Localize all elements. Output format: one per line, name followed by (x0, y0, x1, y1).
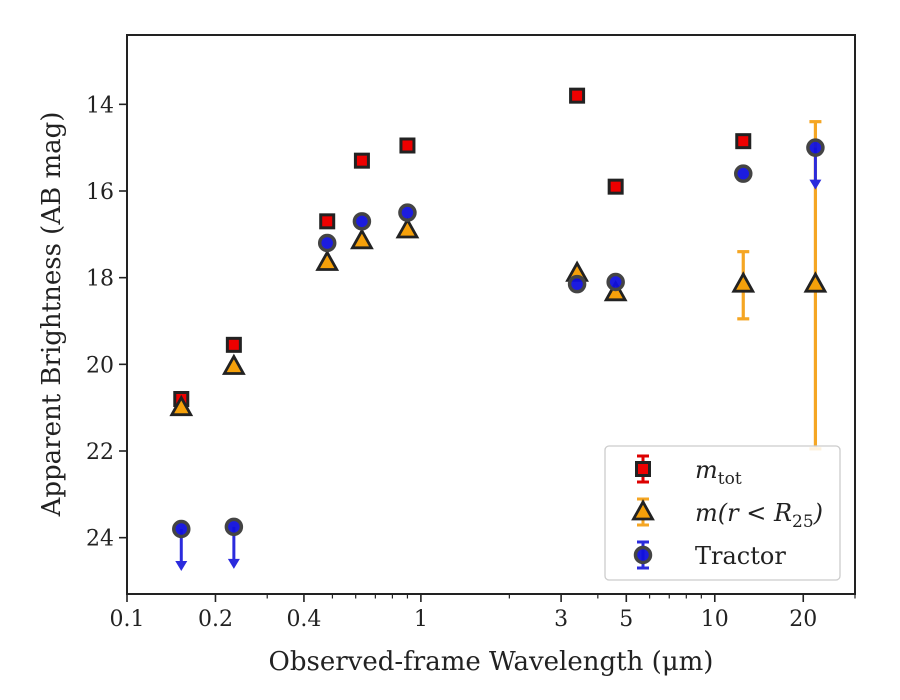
axes: 0.1 0.2 0.4 1 3 5 10 20 14 16 18 20 22 24 (86, 34, 856, 632)
square-marker (607, 178, 624, 195)
legend-label-subscript: tot (718, 469, 742, 489)
x-tick-label: 3 (554, 607, 568, 632)
y-tick-label: 18 (86, 267, 114, 292)
legend-label-base: Tractor (695, 542, 786, 570)
legend-label: Tractor (695, 542, 786, 570)
legend-label-tail: ) (813, 499, 823, 527)
y-tick-label: 20 (86, 353, 114, 378)
circle-marker (606, 272, 625, 292)
circle-marker (567, 274, 587, 294)
y-tick-label: 14 (86, 93, 114, 118)
circle-marker (224, 517, 244, 537)
upper-limit-arrowhead (175, 561, 188, 571)
triangle-marker (350, 227, 374, 250)
x-tick-label: 0.4 (286, 607, 321, 632)
circle-marker (398, 203, 417, 222)
triangle-marker (221, 353, 246, 375)
y-axis-label: Apparent Brightness (AB mag) (37, 112, 67, 518)
legend-label-base: m (695, 456, 718, 484)
legend: mtot m(r < R25) Tractor (604, 445, 841, 581)
triangle-marker (395, 217, 420, 239)
triangle-marker (603, 279, 628, 302)
triangle-marker (169, 394, 194, 417)
upper-limit-arrowhead (809, 179, 822, 190)
y-tick-label: 22 (86, 440, 114, 465)
legend-label-subscript: 25 (792, 512, 814, 532)
data-marks (169, 87, 828, 571)
triangle-marker (803, 271, 828, 293)
legend-label-base: m(r < R (695, 499, 792, 527)
x-tick-label: 10 (701, 607, 729, 632)
square-marker (225, 336, 242, 353)
legend-circle-marker (633, 545, 653, 565)
circle-marker (352, 212, 372, 231)
legend-square-marker (635, 461, 651, 477)
circle-marker (317, 233, 337, 253)
triangle-marker (731, 271, 756, 293)
x-tick-label: 0.1 (110, 607, 145, 632)
circle-marker (172, 519, 191, 539)
x-tick-label: 5 (619, 607, 633, 632)
x-tick-label: 0.2 (198, 607, 233, 632)
square-marker (399, 137, 416, 154)
square-marker (735, 133, 752, 150)
legend-label: mtot (695, 456, 742, 489)
y-tick-label: 24 (86, 527, 114, 552)
x-tick-label: 1 (414, 607, 428, 632)
x-tick-label: 20 (789, 607, 817, 632)
y-tick-label: 16 (86, 180, 114, 205)
upper-limit-arrowhead (227, 558, 240, 569)
legend-label: m(r < R25) (695, 499, 823, 532)
x-axis-label: Observed-frame Wavelength (μm) (269, 647, 714, 677)
circle-marker (806, 138, 825, 157)
plot-frame (126, 34, 856, 595)
circle-marker (734, 164, 753, 183)
legend-box (604, 445, 841, 581)
square-marker (569, 87, 586, 104)
square-marker (353, 152, 370, 169)
triangle-marker (315, 249, 340, 271)
legend-triangle-marker (631, 499, 655, 521)
square-marker (319, 213, 336, 230)
